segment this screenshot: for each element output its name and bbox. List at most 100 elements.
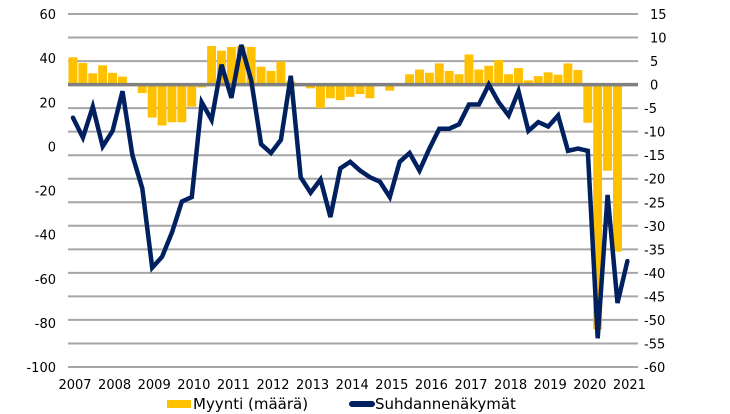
right-tick-label: -55 (644, 337, 665, 352)
bar (543, 72, 553, 85)
x-tick-label: 2013 (296, 378, 329, 393)
line-series-suhdannenakymat (70, 44, 630, 339)
x-axis-ticks: 2007 2008 2009 2010 2011 2012 2013 2014 2015 2016… (58, 378, 645, 393)
right-axis-ticks: 15 10 5 0 -5 -10 -15 -20 -25 -30 -35 -40 -45 -50 -55 -6… (644, 8, 667, 376)
bar (464, 54, 474, 85)
bar (157, 84, 167, 126)
x-tick-label: 2019 (534, 378, 567, 393)
x-tick-label: 2016 (415, 378, 448, 393)
right-tick-label: 5 (650, 55, 658, 70)
bar (78, 62, 88, 85)
bar (167, 84, 177, 123)
bar (573, 70, 583, 85)
bar (593, 84, 603, 330)
bar (355, 84, 365, 95)
bar (484, 65, 494, 85)
x-tick-label: 2012 (256, 378, 289, 393)
right-tick-label: -60 (644, 361, 665, 376)
legend: Myynti (määrä) Suhdannenäkymät (167, 395, 516, 413)
bar (415, 69, 424, 85)
bar (137, 84, 147, 94)
bar (474, 69, 484, 85)
bar (236, 46, 246, 85)
bar (68, 57, 78, 85)
left-tick-label: -60 (35, 273, 56, 288)
bar (187, 84, 197, 107)
bar (316, 84, 325, 109)
bar (88, 73, 98, 85)
right-tick-label: -5 (644, 102, 657, 117)
x-tick-label: 2020 (573, 378, 606, 393)
legend-label-suhdannenakymat: Suhdannenäkymät (375, 395, 516, 413)
left-tick-label: 0 (48, 140, 56, 155)
right-tick-label: -40 (644, 267, 665, 282)
bar (603, 84, 612, 171)
left-tick-label: -20 (35, 185, 56, 200)
x-tick-label: 2011 (217, 378, 250, 393)
bar (147, 84, 157, 118)
bar (514, 68, 523, 85)
bar (306, 84, 315, 89)
bar (613, 84, 622, 252)
line-path (70, 44, 630, 339)
left-tick-label: -80 (35, 317, 56, 332)
right-tick-label: -25 (644, 196, 665, 211)
bar (345, 84, 355, 97)
right-tick-label: -50 (644, 314, 665, 329)
bar (98, 65, 108, 85)
legend-swatch-myynti (167, 400, 191, 408)
right-tick-label: 10 (650, 32, 667, 47)
legend-item-suhdannenakymat: Suhdannenäkymät (349, 395, 516, 413)
bar (494, 60, 504, 85)
right-tick-label: 15 (650, 8, 667, 23)
left-tick-label: 20 (39, 96, 56, 111)
x-tick-label: 2018 (494, 378, 527, 393)
bar (454, 74, 464, 85)
left-tick-label: 60 (39, 8, 56, 23)
bar (553, 74, 563, 85)
x-tick-label: 2010 (177, 378, 210, 393)
x-tick-label: 2007 (58, 378, 91, 393)
legend-label-myynti: Myynti (määrä) (193, 395, 308, 413)
left-tick-label: 40 (39, 52, 56, 67)
bar (118, 76, 127, 85)
bar (405, 74, 414, 85)
right-tick-label: 0 (650, 79, 658, 94)
right-tick-label: -20 (644, 173, 665, 188)
bar (583, 84, 593, 123)
x-tick-label: 2015 (375, 378, 408, 393)
right-tick-label: -15 (644, 149, 665, 164)
left-tick-label: -40 (35, 229, 56, 244)
bar-series-myynti (68, 46, 622, 330)
bar (108, 72, 117, 85)
bar (177, 84, 187, 123)
left-tick-label: -100 (26, 361, 56, 376)
bar (256, 66, 266, 85)
legend-item-myynti: Myynti (määrä) (167, 395, 308, 413)
right-tick-label: -10 (644, 126, 665, 141)
x-tick-label: 2014 (336, 378, 369, 393)
x-tick-label: 2009 (138, 378, 171, 393)
bar (533, 76, 543, 85)
bar (385, 84, 395, 91)
bar (325, 84, 335, 99)
x-tick-label: 2017 (454, 378, 487, 393)
bar (434, 63, 444, 85)
right-tick-label: -45 (644, 290, 665, 305)
bar (424, 72, 434, 85)
bar (335, 84, 345, 101)
bar (444, 70, 454, 85)
bar (563, 63, 573, 85)
right-tick-label: -30 (644, 220, 665, 235)
bar (246, 46, 256, 85)
bar (365, 84, 375, 99)
bar (266, 70, 276, 85)
bar (523, 80, 533, 85)
bar (504, 74, 513, 85)
gridlines (68, 13, 638, 368)
right-tick-label: -35 (644, 243, 665, 258)
bar (276, 61, 286, 85)
bar (226, 46, 236, 85)
bar (207, 46, 216, 85)
